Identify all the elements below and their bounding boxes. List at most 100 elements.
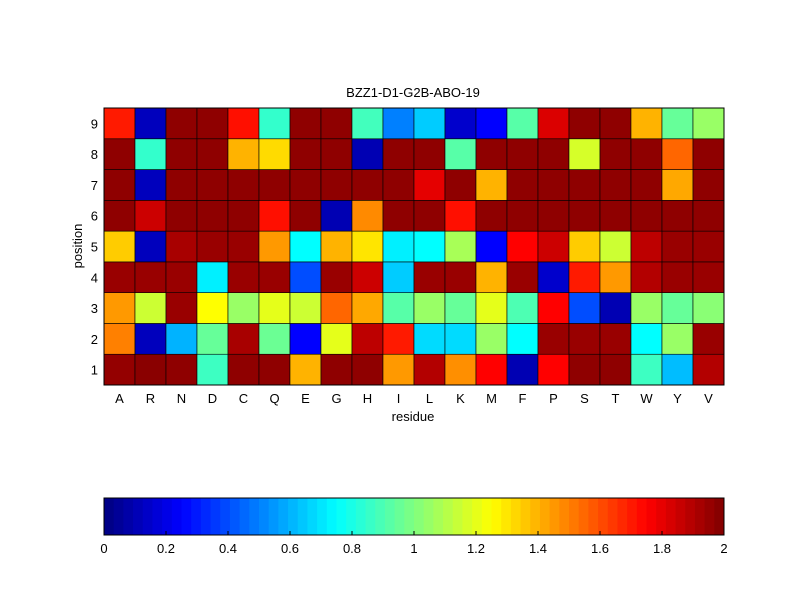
colorbar-segment	[646, 498, 657, 535]
heatmap-cell-H-8	[351, 138, 384, 170]
y-tick-labels: 1 2 3 4 5 6 7 8 9	[91, 116, 98, 377]
heatmap-cell-C-8	[227, 138, 260, 170]
heatmap-cell-G-6	[320, 200, 353, 232]
colorbar-segment	[569, 498, 580, 535]
heatmap-cell-P-6	[537, 200, 570, 232]
x-tick-label: D	[208, 391, 217, 406]
heatmap-cell-G-7	[320, 169, 353, 201]
heatmap-cell-N-3	[165, 292, 198, 324]
heatmap-cell-Q-7	[258, 169, 291, 201]
y-tick-label: 4	[91, 270, 98, 285]
heatmap-cell-F-6	[506, 200, 539, 232]
heatmap-cell-W-2	[630, 323, 663, 355]
heatmap-cell-Q-2	[258, 323, 291, 355]
heatmap-cell-C-3	[227, 292, 260, 324]
colorbar-segment	[530, 498, 541, 535]
heatmap-cell-G-3	[320, 292, 353, 324]
x-tick-label: F	[519, 391, 527, 406]
heatmap-cell-H-1	[351, 353, 384, 386]
heatmap-cell-C-6	[227, 200, 260, 232]
colorbar-tick-label: 1.2	[467, 541, 485, 556]
colorbar-segment	[162, 498, 173, 535]
heatmap-cell-T-5	[599, 230, 632, 263]
colorbar-tick-label: 0.2	[157, 541, 175, 556]
heatmap-cell-R-5	[134, 230, 167, 263]
heatmap-cell-D-9	[196, 107, 229, 140]
colorbar-segment	[133, 498, 144, 535]
heatmap-cell-V-3	[692, 292, 725, 324]
heatmap-cell-N-5	[165, 230, 198, 263]
colorbar-segment	[714, 498, 725, 535]
colorbar-segment	[675, 498, 686, 535]
colorbar-segment	[472, 498, 483, 535]
x-tick-label: C	[239, 391, 248, 406]
heatmap-cell-D-4	[196, 261, 229, 293]
y-tick-label: 9	[91, 116, 98, 131]
heatmap-cell-Q-8	[258, 138, 291, 170]
colorbar-segment	[617, 498, 628, 535]
heatmap-cell-M-5	[475, 230, 508, 263]
heatmap-cell-H-6	[351, 200, 384, 232]
heatmap-cell-P-9	[537, 107, 570, 140]
heatmap-cell-Y-7	[661, 169, 694, 201]
colorbar-segment	[229, 498, 241, 535]
y-tick-label: 3	[91, 301, 98, 316]
colorbar-segment	[685, 498, 696, 535]
heatmap-cell-S-5	[568, 230, 601, 263]
heatmap-cell-P-3	[537, 292, 570, 324]
heatmap-frame	[103, 107, 725, 386]
colorbar-segment	[142, 498, 153, 535]
x-tick-label: V	[704, 391, 713, 406]
heatmap-cell-R-6	[134, 200, 167, 232]
colorbar-tick-label: 1	[410, 541, 417, 556]
x-tick-label: A	[115, 391, 124, 406]
colorbar-segment	[520, 498, 531, 535]
heatmap-cell-T-6	[599, 200, 632, 232]
heatmap-cell-F-5	[506, 230, 539, 263]
heatmap-cell-V-1	[692, 353, 725, 386]
y-tick-label: 1	[91, 363, 98, 378]
heatmap-cell-W-3	[630, 292, 663, 324]
colorbar-segment	[355, 498, 367, 535]
heatmap-cell-I-6	[382, 200, 415, 232]
heatmap-cell-C-2	[227, 323, 260, 355]
colorbar-segment	[123, 498, 134, 535]
heatmap-cell-V-9	[692, 107, 725, 140]
heatmap-cell-M-4	[475, 261, 508, 293]
heatmap-cell-G-9	[320, 107, 353, 140]
heatmap-cell-Y-2	[661, 323, 694, 355]
heatmap-cell-E-8	[289, 138, 322, 170]
colorbar-segment	[491, 498, 502, 535]
heatmap-cell-Y-5	[661, 230, 694, 263]
colorbar-tick-label: 0.4	[219, 541, 237, 556]
heatmap-cell-T-7	[599, 169, 632, 201]
heatmap-cell-F-3	[506, 292, 539, 324]
colorbar-segment	[404, 498, 415, 535]
colorbar-segment	[510, 498, 522, 535]
heatmap-cell-Q-9	[258, 107, 291, 140]
heatmap-cell-E-1	[289, 353, 322, 386]
x-tick-label: N	[177, 391, 186, 406]
heatmap-cell-L-9	[413, 107, 446, 140]
heatmap-cell-C-1	[227, 353, 260, 386]
heatmap-cell-T-3	[599, 292, 632, 324]
colorbar-segment	[346, 498, 357, 535]
x-tick-label: S	[580, 391, 589, 406]
heatmap-cell-V-6	[692, 200, 725, 232]
colorbar-segment	[249, 498, 260, 535]
heatmap-cell-Y-9	[661, 107, 694, 140]
heatmap-cell-R-2	[134, 323, 167, 355]
colorbar-segment	[588, 498, 599, 535]
heatmap-cell-N-7	[165, 169, 198, 201]
heatmap-cell-S-2	[568, 323, 601, 355]
heatmap-cell-I-1	[382, 353, 415, 386]
x-tick-label: R	[146, 391, 155, 406]
heatmap-cell-G-1	[320, 353, 353, 386]
colorbar-segment	[539, 498, 551, 535]
heatmap-cell-D-1	[196, 353, 229, 386]
colorbar-segment	[220, 498, 231, 535]
heatmap-cell-T-9	[599, 107, 632, 140]
heatmap-cell-K-7	[444, 169, 477, 201]
heatmap-cells	[103, 107, 725, 386]
heatmap-cell-V-5	[692, 230, 725, 263]
